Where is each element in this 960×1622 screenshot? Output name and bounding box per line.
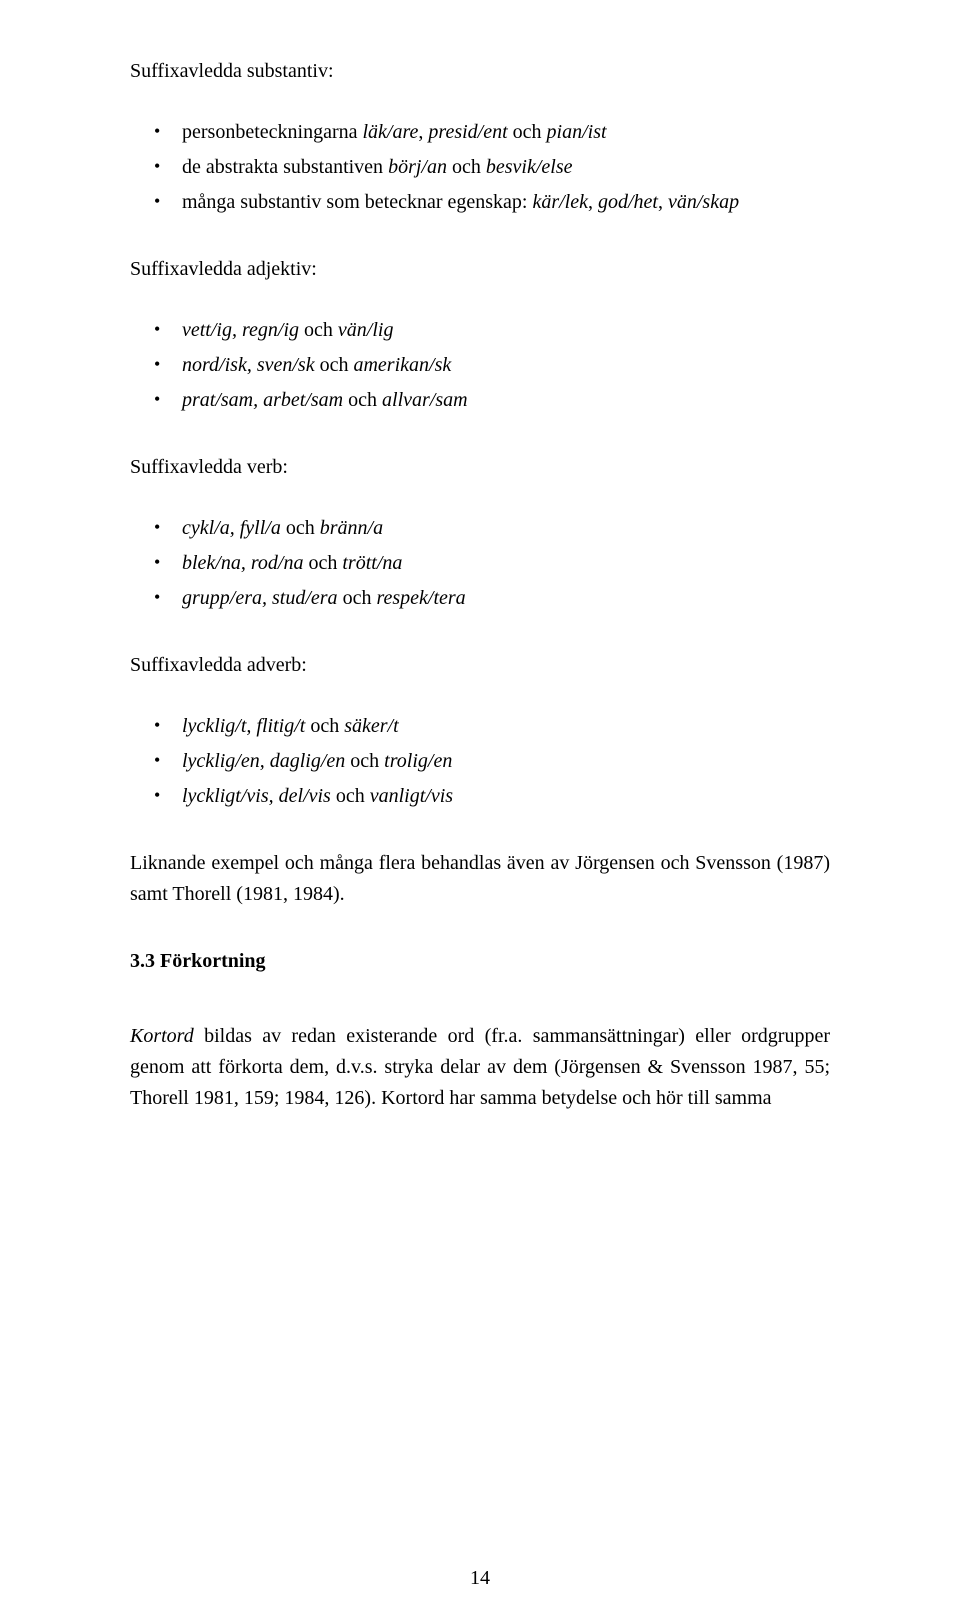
- italic-text: kär/lek: [532, 191, 588, 213]
- text: ,: [588, 191, 598, 213]
- italic-text: amerikan/sk: [353, 354, 451, 376]
- text: och: [338, 587, 377, 609]
- page: Suffixavledda substantiv: personbeteckni…: [0, 0, 960, 1622]
- text: och: [343, 389, 382, 411]
- italic-text: respek/tera: [376, 587, 465, 609]
- section-label-adverb: Suffixavledda adverb:: [130, 650, 830, 681]
- italic-text: Kortord: [130, 1025, 194, 1047]
- text: och: [315, 354, 354, 376]
- italic-text: börj/an: [388, 156, 447, 178]
- section-label-substantiv: Suffixavledda substantiv:: [130, 56, 830, 87]
- italic-text: presid/ent: [428, 121, 507, 143]
- italic-text: vän/skap: [668, 191, 739, 213]
- list-adjektiv: vett/ig, regn/ig och vän/lig nord/isk, s…: [130, 315, 830, 416]
- list-item: prat/sam, arbet/sam och allvar/sam: [182, 385, 830, 416]
- text: och: [281, 517, 320, 539]
- list-item: cykl/a, fyll/a och bränn/a: [182, 513, 830, 544]
- list-item: många substantiv som betecknar egenskap:…: [182, 187, 830, 218]
- text: och: [303, 552, 342, 574]
- text: många substantiv som betecknar egenskap:: [182, 191, 532, 213]
- list-item: lycklig/en, daglig/en och trolig/en: [182, 746, 830, 777]
- list-substantiv: personbeteckningarna läk/are, presid/ent…: [130, 117, 830, 218]
- list-item: grupp/era, stud/era och respek/tera: [182, 583, 830, 614]
- italic-text: cykl/a, fyll/a: [182, 517, 281, 539]
- text: de abstrakta substantiven: [182, 156, 388, 178]
- italic-text: vän/lig: [338, 319, 394, 341]
- italic-text: vanligt/vis: [370, 785, 453, 807]
- text: ,: [418, 121, 428, 143]
- italic-text: nord/isk, sven/sk: [182, 354, 315, 376]
- text: och: [447, 156, 486, 178]
- text: personbeteckningarna: [182, 121, 362, 143]
- italic-text: lyckligt/vis, del/vis: [182, 785, 331, 807]
- section-label-adjektiv: Suffixavledda adjektiv:: [130, 254, 830, 285]
- list-verb: cykl/a, fyll/a och bränn/a blek/na, rod/…: [130, 513, 830, 614]
- italic-text: bränn/a: [320, 517, 383, 539]
- italic-text: grupp/era, stud/era: [182, 587, 338, 609]
- list-item: lyckligt/vis, del/vis och vanligt/vis: [182, 781, 830, 812]
- paragraph-kortord: Kortord bildas av redan existerande ord …: [130, 1021, 830, 1114]
- text: och: [508, 121, 547, 143]
- section-label-verb: Suffixavledda verb:: [130, 452, 830, 483]
- text: bildas av redan existerande ord (fr.a. s…: [130, 1025, 830, 1109]
- text: och: [305, 715, 344, 737]
- italic-text: trött/na: [342, 552, 402, 574]
- page-number: 14: [0, 1563, 960, 1594]
- italic-text: blek/na, rod/na: [182, 552, 303, 574]
- text: och: [345, 750, 384, 772]
- italic-text: lycklig/t, flitig/t: [182, 715, 305, 737]
- italic-text: lycklig/en, daglig/en: [182, 750, 345, 772]
- italic-text: god/het: [598, 191, 658, 213]
- italic-text: trolig/en: [384, 750, 452, 772]
- italic-text: besvik/else: [486, 156, 573, 178]
- paragraph-similar-examples: Liknande exempel och många flera behandl…: [130, 848, 830, 910]
- italic-text: prat/sam, arbet/sam: [182, 389, 343, 411]
- text: ,: [658, 191, 668, 213]
- list-item: blek/na, rod/na och trött/na: [182, 548, 830, 579]
- heading-forkortning: 3.3 Förkortning: [130, 946, 830, 977]
- italic-text: vett/ig, regn/ig: [182, 319, 299, 341]
- italic-text: säker/t: [344, 715, 398, 737]
- list-item: nord/isk, sven/sk och amerikan/sk: [182, 350, 830, 381]
- list-item: vett/ig, regn/ig och vän/lig: [182, 315, 830, 346]
- text: och: [299, 319, 338, 341]
- list-adverb: lycklig/t, flitig/t och säker/t lycklig/…: [130, 711, 830, 812]
- italic-text: läk/are: [362, 121, 418, 143]
- list-item: personbeteckningarna läk/are, presid/ent…: [182, 117, 830, 148]
- italic-text: pian/ist: [547, 121, 607, 143]
- list-item: de abstrakta substantiven börj/an och be…: [182, 152, 830, 183]
- list-item: lycklig/t, flitig/t och säker/t: [182, 711, 830, 742]
- text: och: [331, 785, 370, 807]
- italic-text: allvar/sam: [382, 389, 468, 411]
